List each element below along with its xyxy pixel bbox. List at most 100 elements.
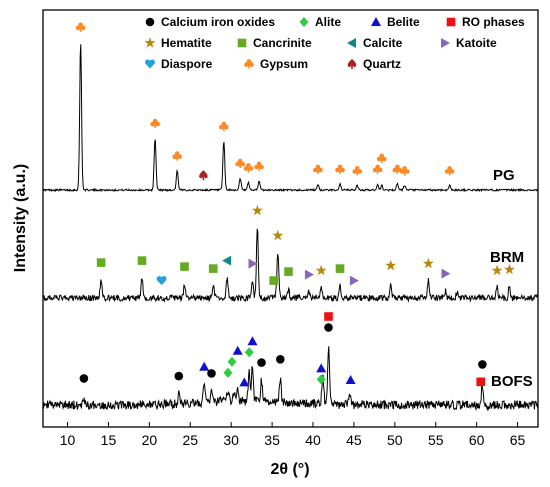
legend-label: Alite	[315, 15, 341, 29]
marker-alite	[316, 374, 326, 385]
marker-belite	[199, 361, 210, 371]
marker-gypsum	[399, 166, 410, 176]
phase-markers	[75, 22, 515, 387]
x-tick-label: 40	[305, 432, 321, 448]
trace-bofs	[43, 346, 538, 412]
x-tick-label: 30	[223, 432, 239, 448]
marker-calcite	[222, 255, 232, 266]
marker-hematite	[385, 259, 397, 271]
trace-lines	[43, 44, 538, 412]
marker-cancrinite	[269, 276, 278, 285]
x-tick-label: 10	[60, 432, 76, 448]
marker-ro-phases	[324, 312, 333, 321]
legend-label: RO phases	[462, 15, 525, 29]
marker-calcium-iron-oxides	[174, 371, 184, 381]
x-tick-label: 25	[182, 432, 198, 448]
marker-calcium-iron-oxides	[324, 323, 333, 332]
legend-marker-gy	[244, 59, 254, 69]
x-tick-label: 50	[387, 432, 403, 448]
marker-cancrinite	[335, 264, 345, 273]
legend-marker-he	[144, 37, 156, 48]
trace-label-bofs: BOFS	[491, 373, 533, 390]
marker-katoite	[441, 268, 451, 279]
marker-belite	[247, 336, 258, 346]
legend-label: Gypsum	[260, 57, 308, 71]
legend-marker-al	[299, 17, 309, 27]
marker-gypsum	[150, 118, 160, 128]
marker-hematite	[315, 264, 327, 276]
marker-gypsum	[219, 121, 229, 131]
marker-gypsum	[254, 161, 264, 171]
marker-alite	[244, 347, 254, 358]
marker-gypsum	[313, 164, 323, 174]
marker-quartz	[199, 170, 208, 181]
marker-belite	[316, 363, 327, 373]
legend-marker-qu	[347, 59, 357, 69]
marker-gypsum	[172, 151, 182, 161]
marker-alite	[227, 356, 237, 367]
legend-label: Calcite	[363, 36, 403, 50]
y-axis-title: Intensity (a.u.)	[12, 164, 29, 272]
marker-hematite	[491, 264, 503, 276]
marker-katoite	[304, 269, 314, 280]
legend-marker-ca	[237, 38, 247, 48]
marker-cancrinite	[137, 256, 147, 265]
marker-gypsum	[335, 164, 345, 174]
legend-label: Calcium iron oxides	[161, 15, 275, 29]
marker-cancrinite	[96, 258, 106, 267]
marker-cancrinite	[208, 264, 218, 273]
marker-gypsum	[376, 153, 387, 163]
x-tick-label: 35	[264, 432, 280, 448]
legend-marker-be	[371, 17, 381, 26]
x-tick-label: 15	[101, 432, 117, 448]
legend-marker-cl	[347, 38, 356, 48]
marker-katoite	[248, 258, 258, 269]
legend-label: Katoite	[456, 36, 497, 50]
trace-label-brm: BRM	[490, 249, 524, 266]
marker-katoite	[349, 275, 359, 286]
trace-label-pg: PG	[493, 167, 515, 184]
marker-hematite	[251, 204, 263, 216]
marker-gypsum	[235, 158, 245, 168]
marker-gypsum	[444, 166, 455, 176]
legend-marker-ro	[446, 17, 456, 27]
legend-label: Quartz	[363, 57, 401, 71]
marker-hematite	[503, 263, 515, 275]
trace-pg	[43, 44, 538, 193]
marker-gypsum	[75, 22, 86, 32]
marker-gypsum	[243, 163, 254, 173]
marker-gypsum	[372, 164, 383, 174]
trace-brm	[43, 228, 538, 303]
marker-calcium-iron-oxides	[79, 374, 89, 383]
legend-label: Hematite	[161, 36, 212, 50]
x-tick-label: 20	[142, 432, 158, 448]
x-tick-label: 45	[346, 432, 362, 448]
marker-belite	[345, 375, 356, 384]
x-tick-label: 60	[469, 432, 485, 448]
x-axis: 10 15 20 25 30 35 40 45 50 55 60 65	[60, 422, 526, 448]
legend-label: Cancrinite	[253, 36, 312, 50]
x-tick-label: 55	[428, 432, 444, 448]
marker-hematite	[272, 229, 284, 241]
legend-label: Diaspore	[161, 57, 213, 71]
legend: Calcium iron oxides Alite Belite RO phases H…	[144, 15, 525, 71]
marker-belite	[232, 345, 243, 355]
x-tick-label: 65	[510, 432, 526, 448]
marker-calcium-iron-oxides	[257, 358, 266, 367]
marker-cancrinite	[284, 267, 293, 276]
marker-alite	[223, 367, 233, 378]
marker-calcium-iron-oxides	[478, 360, 487, 369]
marker-calcium-iron-oxides	[207, 369, 216, 378]
legend-marker-ka	[441, 38, 450, 48]
marker-belite	[239, 377, 250, 387]
marker-ro-phases	[476, 377, 485, 387]
marker-hematite	[422, 257, 434, 269]
marker-calcium-iron-oxides	[276, 355, 285, 364]
plot-frame	[42, 9, 539, 428]
legend-label: Belite	[387, 15, 420, 29]
legend-marker-ci	[145, 17, 155, 27]
marker-gypsum	[352, 166, 362, 176]
trace-labels: PG BRM BOFS	[490, 167, 533, 390]
marker-cancrinite	[180, 262, 189, 271]
